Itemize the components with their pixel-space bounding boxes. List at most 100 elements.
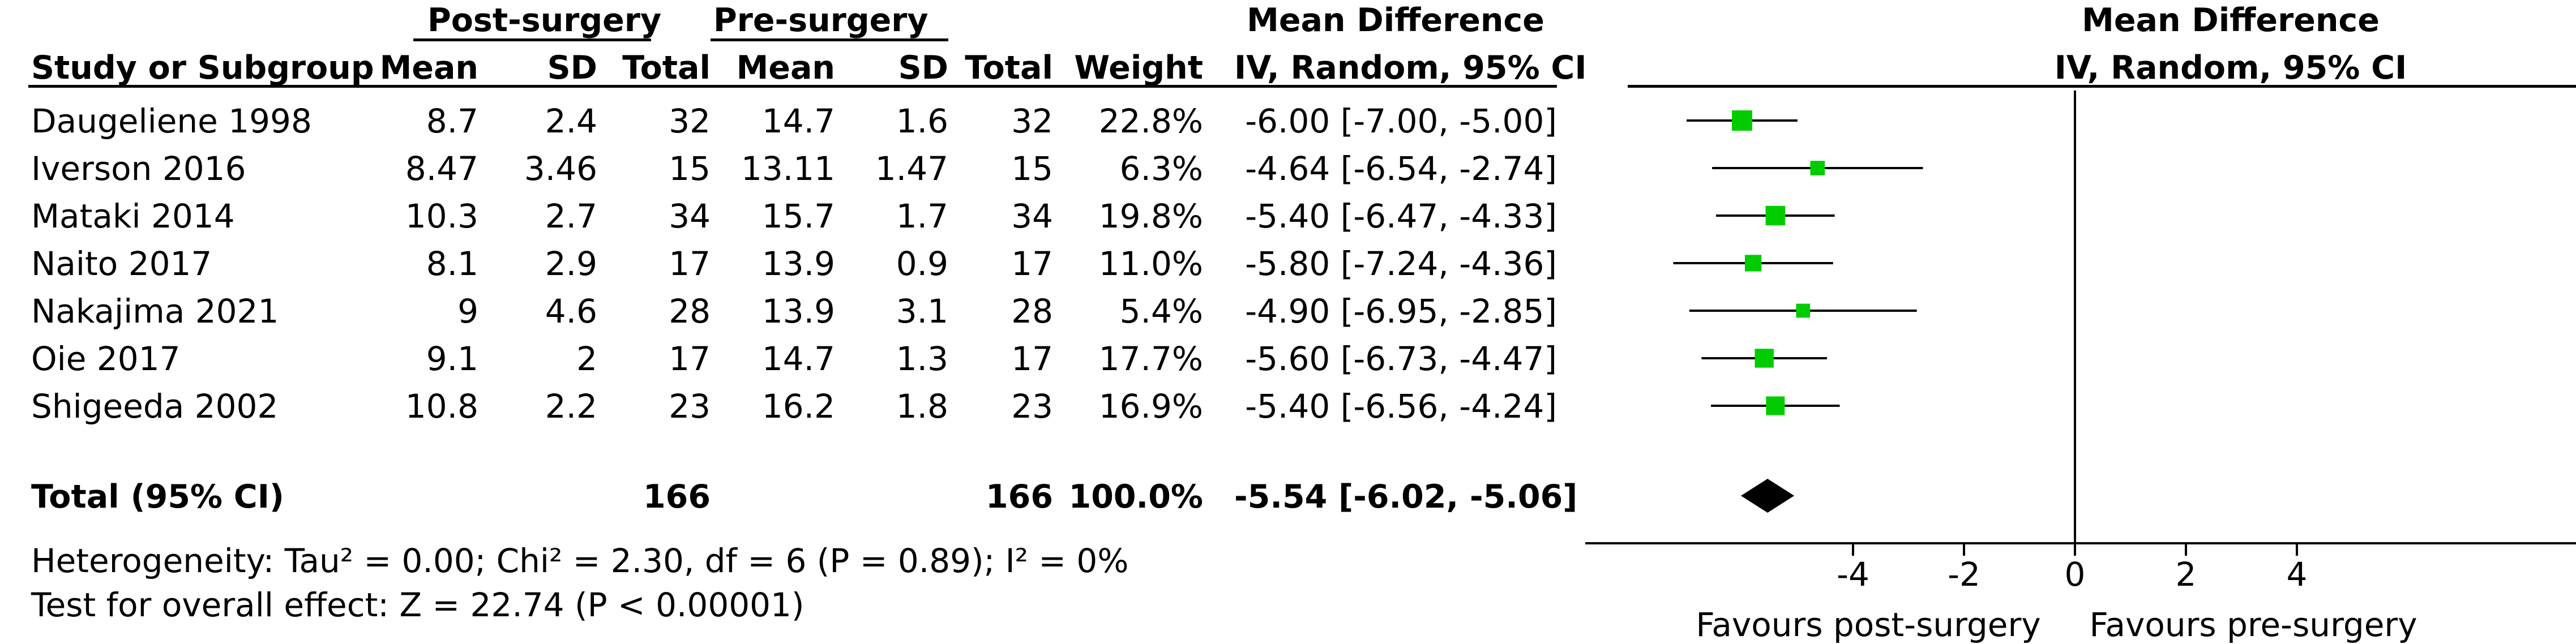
ci-text: -4.90 [-6.95, -2.85] bbox=[1245, 292, 1557, 330]
total-post: 166 bbox=[643, 478, 711, 516]
post-mean: 10.3 bbox=[405, 197, 478, 235]
x-tick-label: -4 bbox=[1837, 555, 1869, 594]
ci-text: -6.00 [-7.00, -5.00] bbox=[1245, 102, 1557, 140]
weight: 6.3% bbox=[1119, 149, 1203, 188]
pre-total: 32 bbox=[1011, 102, 1053, 140]
weight: 5.4% bbox=[1119, 292, 1203, 330]
effect-marker bbox=[1796, 303, 1811, 318]
pre-mean: 13.9 bbox=[761, 244, 835, 283]
post-mean: 9.1 bbox=[426, 340, 478, 378]
ci-text: -5.40 [-6.47, -4.33] bbox=[1245, 197, 1557, 235]
summary-diamond bbox=[1741, 479, 1795, 513]
md-column-title: Mean Difference bbox=[1247, 2, 1544, 39]
post-mean: 8.1 bbox=[426, 244, 478, 283]
post-sd: 2.2 bbox=[545, 387, 597, 426]
pre-sd-header: SD bbox=[898, 49, 948, 87]
pre-sd: 1.6 bbox=[896, 102, 948, 140]
total-pre: 166 bbox=[986, 478, 1053, 516]
table-row: Nakajima 2021 9 4.6 28 13.9 3.1 28 5.4% … bbox=[0, 295, 1585, 334]
pre-mean: 14.7 bbox=[761, 102, 835, 140]
post-sd: 4.6 bbox=[545, 292, 597, 330]
x-tick-label: 4 bbox=[2287, 555, 2308, 594]
ci-text: -5.60 [-6.73, -4.47] bbox=[1245, 340, 1557, 378]
pre-total: 23 bbox=[1011, 387, 1053, 426]
study-name: Oie 2017 bbox=[31, 340, 181, 378]
effect-marker bbox=[1744, 255, 1762, 272]
pre-total: 17 bbox=[1011, 340, 1053, 378]
x-tick-label: -2 bbox=[1948, 555, 1980, 594]
post-sd-header: SD bbox=[547, 49, 597, 87]
post-sd: 3.46 bbox=[524, 149, 597, 188]
pre-mean: 13.9 bbox=[761, 292, 835, 330]
post-sd: 2.4 bbox=[545, 102, 597, 140]
plot-header-underline bbox=[1628, 85, 2576, 88]
post-total: 34 bbox=[669, 197, 711, 235]
effect-marker bbox=[1810, 161, 1825, 175]
pre-sd: 1.8 bbox=[896, 387, 948, 426]
table-row: Mataki 2014 10.3 2.7 34 15.7 1.7 34 19.8… bbox=[0, 200, 1585, 239]
post-mean: 9 bbox=[457, 292, 478, 330]
post-sd: 2.9 bbox=[545, 244, 597, 283]
post-mean: 8.47 bbox=[405, 149, 478, 188]
post-mean: 10.8 bbox=[405, 387, 478, 426]
effect-marker bbox=[1732, 110, 1752, 131]
pre-total-header: Total bbox=[965, 49, 1053, 87]
overall-effect-text: Test for overall effect: Z = 22.74 (P < … bbox=[31, 586, 805, 624]
pre-mean: 15.7 bbox=[761, 197, 835, 235]
post-total: 23 bbox=[669, 387, 711, 426]
study-name: Daugeliene 1998 bbox=[31, 102, 312, 140]
table-row: Iverson 2016 8.47 3.46 15 13.11 1.47 15 … bbox=[0, 152, 1585, 192]
table-header-underline bbox=[28, 85, 1557, 88]
pre-sd: 0.9 bbox=[896, 244, 948, 283]
post-total: 17 bbox=[669, 340, 711, 378]
post-surgery-group-header: Post-surgery bbox=[427, 2, 662, 39]
pre-sd: 1.3 bbox=[896, 340, 948, 378]
study-column-header: Study or Subgroup bbox=[31, 49, 374, 87]
total-label: Total (95% CI) bbox=[31, 478, 284, 516]
ci-text: -5.80 [-7.24, -4.36] bbox=[1245, 244, 1557, 283]
study-name: Naito 2017 bbox=[31, 244, 212, 283]
study-name: Shigeeda 2002 bbox=[31, 387, 279, 426]
table-row: Naito 2017 8.1 2.9 17 13.9 0.9 17 11.0% … bbox=[0, 247, 1585, 287]
table-row: Daugeliene 1998 8.7 2.4 32 14.7 1.6 32 2… bbox=[0, 105, 1585, 144]
post-total: 15 bbox=[669, 149, 711, 188]
weight: 22.8% bbox=[1098, 102, 1203, 140]
favours-left-label: Favours post-surgery bbox=[1696, 606, 2041, 644]
post-total: 32 bbox=[669, 102, 711, 140]
weight: 17.7% bbox=[1098, 340, 1203, 378]
x-tick-label: 0 bbox=[2065, 555, 2086, 594]
total-row: Total (95% CI) 166 166 100.0% -5.54 [-6.… bbox=[0, 481, 1585, 521]
pre-sd: 1.7 bbox=[896, 197, 948, 235]
effect-marker bbox=[1765, 205, 1786, 226]
pre-sd: 1.47 bbox=[875, 149, 948, 188]
post-sd: 2.7 bbox=[545, 197, 597, 235]
ci-text: -5.40 [-6.56, -4.24] bbox=[1245, 387, 1557, 426]
favours-right-label: Favours pre-surgery bbox=[2089, 606, 2417, 644]
total-weight: 100.0% bbox=[1068, 478, 1203, 516]
x-tick-label: 2 bbox=[2176, 555, 2197, 594]
weight: 19.8% bbox=[1098, 197, 1203, 235]
pre-sd: 3.1 bbox=[896, 292, 948, 330]
post-total: 28 bbox=[669, 292, 711, 330]
heterogeneity-text: Heterogeneity: Tau² = 0.00; Chi² = 2.30,… bbox=[31, 542, 1129, 580]
effect-marker bbox=[1755, 349, 1774, 368]
pre-total: 15 bbox=[1011, 149, 1053, 188]
table-row: Shigeeda 2002 10.8 2.2 23 16.2 1.8 23 16… bbox=[0, 390, 1585, 430]
pre-mean: 16.2 bbox=[761, 387, 835, 426]
pre-surgery-group-header: Pre-surgery bbox=[713, 2, 928, 39]
study-name: Iverson 2016 bbox=[31, 149, 246, 188]
post-total: 17 bbox=[669, 244, 711, 283]
pre-mean: 13.11 bbox=[741, 149, 835, 188]
plot-title: Mean Difference bbox=[2082, 2, 2380, 39]
post-sd: 2 bbox=[576, 340, 597, 378]
post-mean-header: Mean bbox=[379, 49, 478, 87]
weight-header: Weight bbox=[1074, 49, 1203, 87]
pre-mean: 14.7 bbox=[761, 340, 835, 378]
md-method-header: IV, Random, 95% CI bbox=[1234, 49, 1587, 87]
ci-text: -4.64 [-6.54, -2.74] bbox=[1245, 149, 1557, 188]
study-name: Nakajima 2021 bbox=[31, 292, 279, 330]
weight: 11.0% bbox=[1098, 244, 1203, 283]
study-name: Mataki 2014 bbox=[31, 197, 235, 235]
table-row: Oie 2017 9.1 2 17 14.7 1.3 17 17.7% -5.6… bbox=[0, 342, 1585, 382]
